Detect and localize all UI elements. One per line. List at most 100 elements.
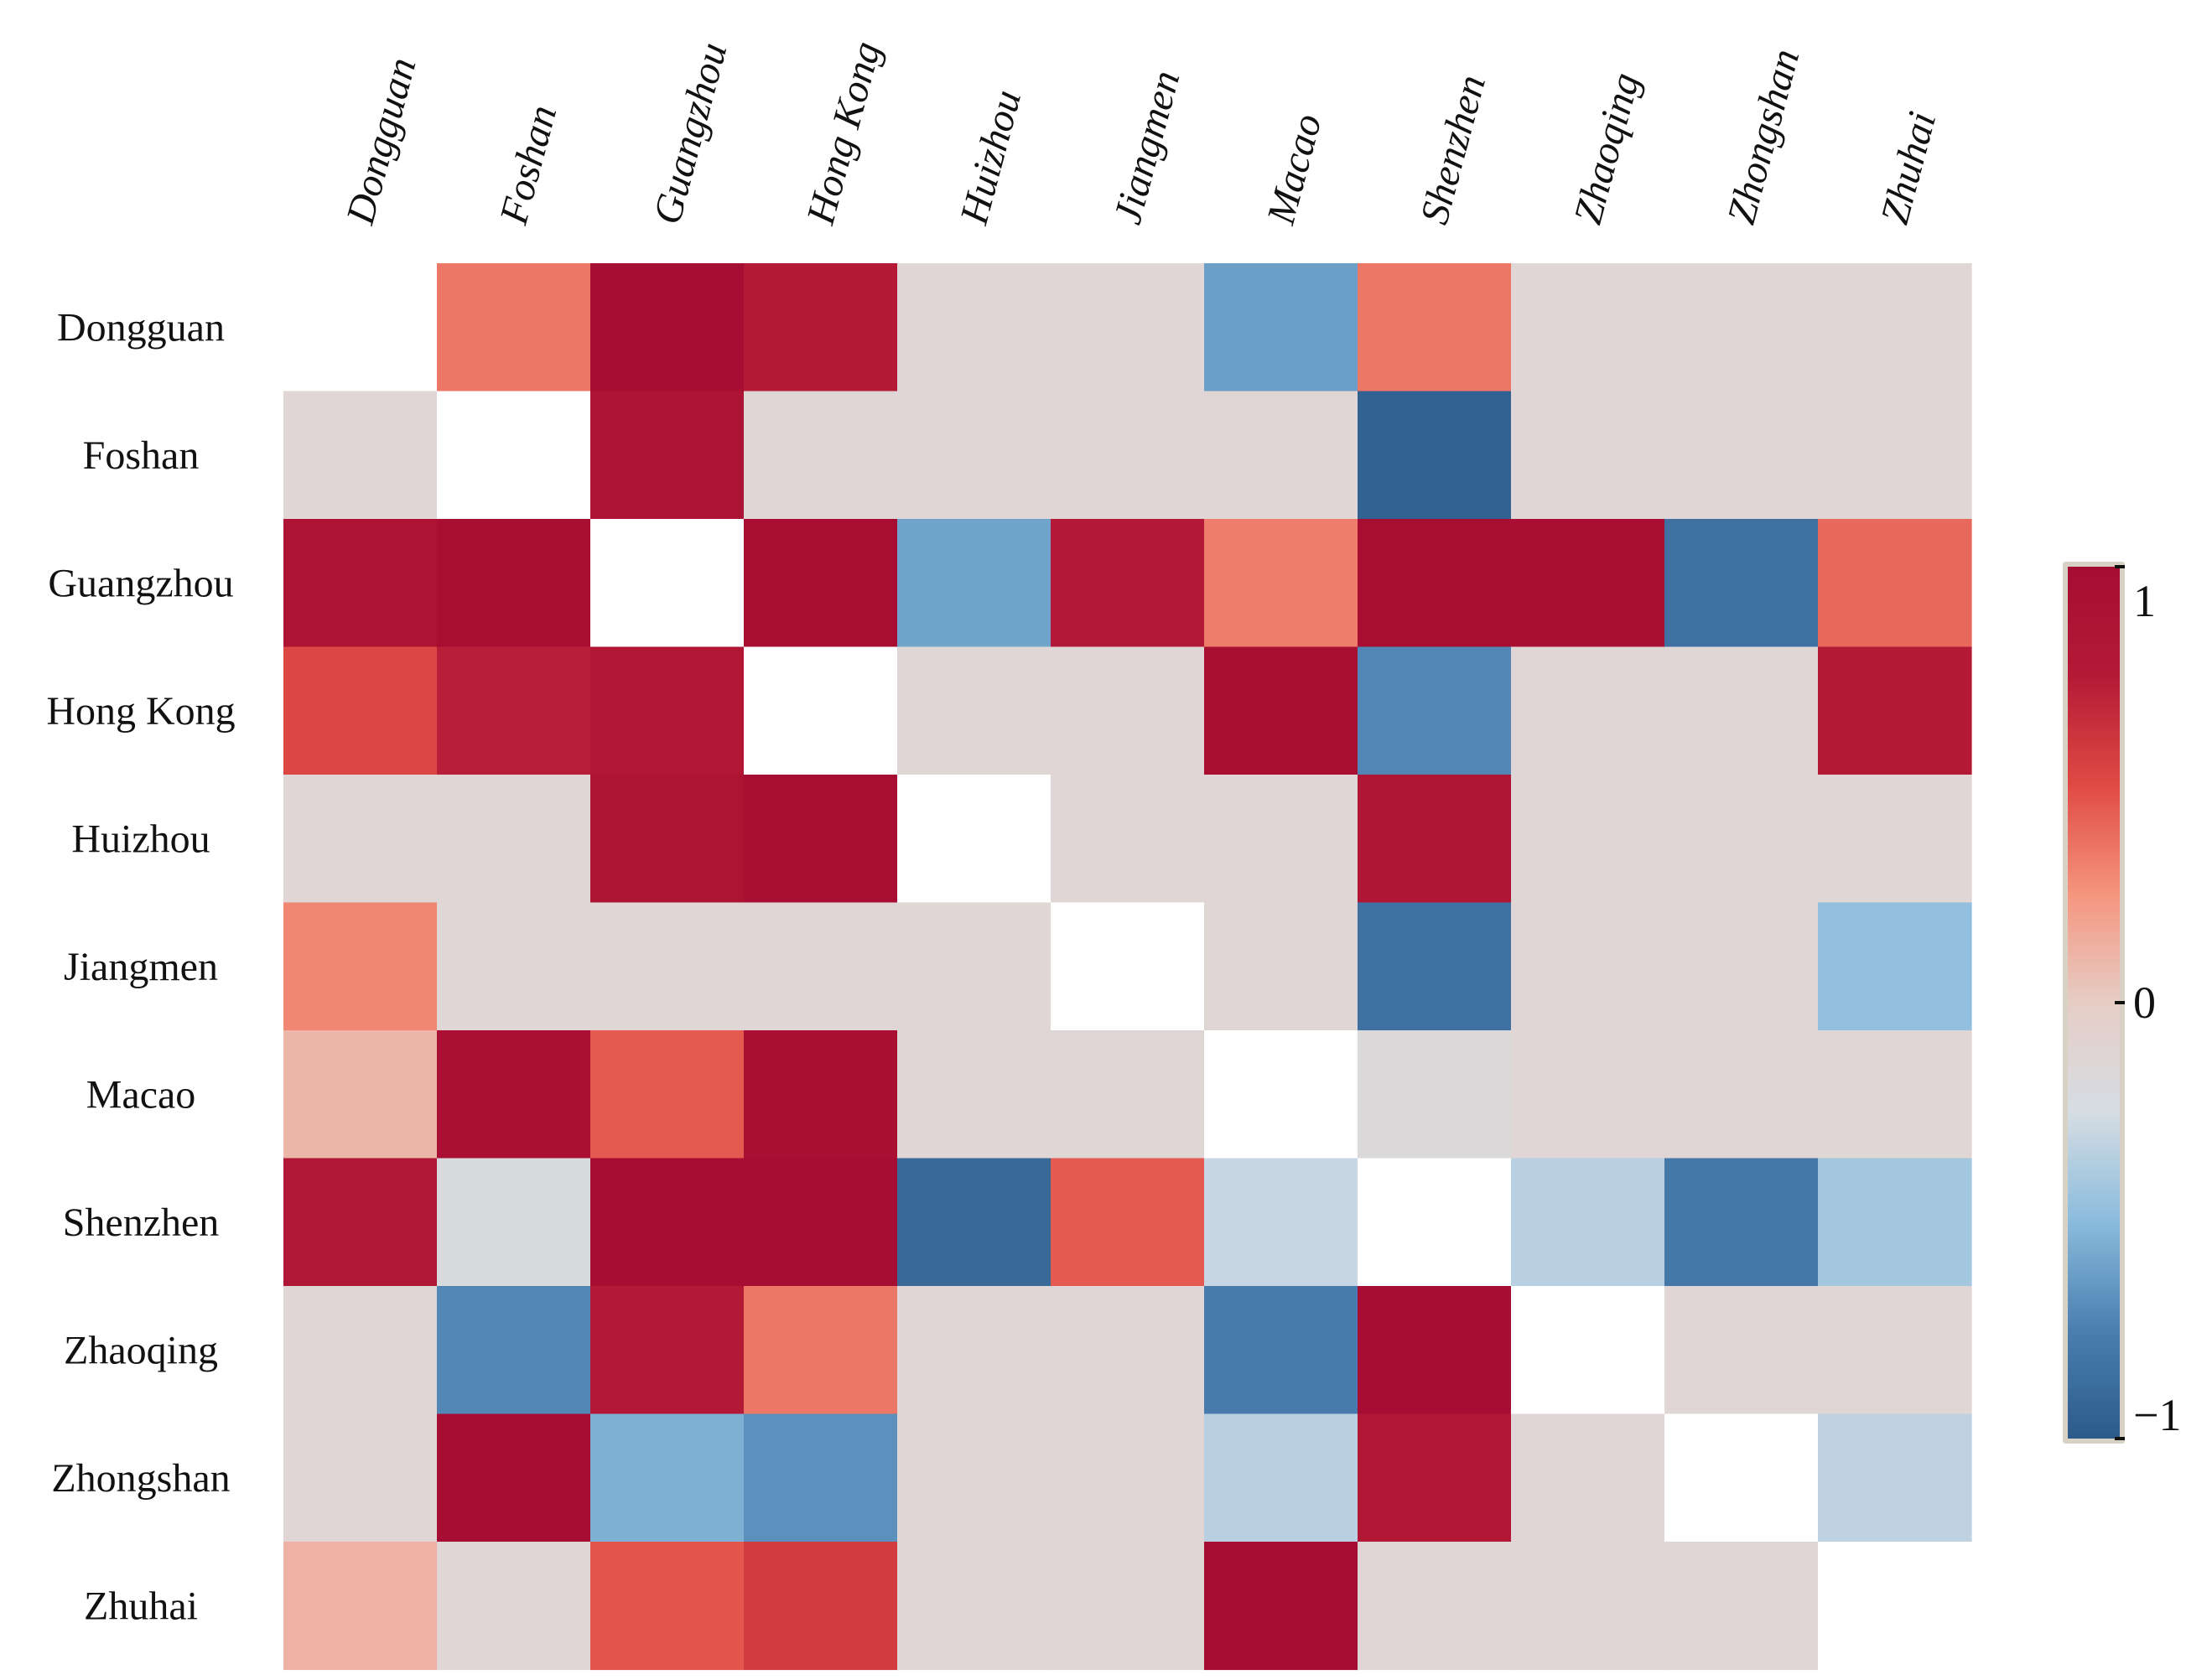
heatmap-cell <box>1204 1413 1358 1543</box>
heatmap-cell <box>590 1286 745 1415</box>
heatmap-cell <box>1204 1542 1358 1671</box>
column-label: Dongguan <box>338 53 425 229</box>
heatmap-cell <box>283 1542 438 1671</box>
colorbar-gradient <box>2068 567 2120 1439</box>
column-label: Foshan <box>491 101 566 230</box>
heatmap-cell <box>1051 646 1205 775</box>
row-label: Guangzhou <box>48 561 233 605</box>
heatmap-cell <box>1358 391 1512 520</box>
heatmap-cell <box>744 391 898 520</box>
heatmap-cell <box>1051 1030 1205 1159</box>
heatmap-cell <box>1511 519 1665 648</box>
heatmap-cell <box>283 902 438 1031</box>
heatmap-cell <box>283 263 438 392</box>
heatmap-cell <box>1051 1286 1205 1415</box>
colorbar-tick-label: 1 <box>2133 576 2156 626</box>
colorbar: 1 0 −1 <box>2063 562 2181 1444</box>
heatmap-cell <box>1051 1413 1205 1543</box>
heatmap-cell <box>1818 902 1972 1031</box>
heatmap-cell <box>1204 1030 1358 1159</box>
heatmap-cell <box>437 646 591 775</box>
heatmap-cell <box>1511 1542 1665 1671</box>
heatmap-cell <box>1358 1030 1512 1159</box>
heatmap-cell <box>1818 1158 1972 1287</box>
column-label: Guangzhou <box>645 38 735 229</box>
heatmap-cell <box>744 519 898 648</box>
heatmap-cell <box>590 902 745 1031</box>
heatmap-cell <box>1818 391 1972 520</box>
heatmap-cell <box>1204 775 1358 904</box>
heatmap-cell <box>744 263 898 392</box>
heatmap-cell <box>1511 646 1665 775</box>
heatmap-cell <box>1204 519 1358 648</box>
column-label: Jiangmen <box>1105 66 1188 229</box>
row-labels: Dongguan Foshan Guangzhou Hong Kong Huizhou J… <box>46 305 235 1628</box>
heatmap-cell <box>897 1542 1051 1671</box>
heatmap-cell <box>1511 1286 1665 1415</box>
heatmap-cell <box>1511 1158 1665 1287</box>
heatmap-cell <box>437 1030 591 1159</box>
heatmap-cell <box>283 1030 438 1159</box>
row-label: Jiangmen <box>64 945 218 989</box>
heatmap-cell <box>1511 263 1665 392</box>
heatmap-cell <box>1664 1286 1819 1415</box>
heatmap-cell <box>590 519 745 648</box>
heatmap-cell <box>590 1413 745 1543</box>
heatmap-cell <box>437 1542 591 1671</box>
heatmap-cell <box>744 1286 898 1415</box>
heatmap-cell <box>283 775 438 904</box>
heatmap-cell <box>1818 646 1972 775</box>
heatmap-cell <box>1204 391 1358 520</box>
heatmap-cell <box>744 1413 898 1543</box>
heatmap-cell <box>1818 1030 1972 1159</box>
heatmap-cell <box>1664 775 1819 904</box>
heatmap-cell <box>1204 263 1358 392</box>
heatmap-cell <box>897 902 1051 1031</box>
row-label: Hong Kong <box>46 689 235 734</box>
heatmap-cell <box>897 263 1051 392</box>
column-label: Zhongshan <box>1719 44 1808 229</box>
heatmap-cell <box>1664 902 1819 1031</box>
row-label: Zhaoqing <box>64 1328 218 1372</box>
heatmap-cell <box>1664 391 1819 520</box>
heatmap-cell <box>897 391 1051 520</box>
heatmap-cell <box>590 646 745 775</box>
heatmap-cell <box>744 1030 898 1159</box>
heatmap-cell <box>1358 1158 1512 1287</box>
colorbar-tick-label: 0 <box>2133 977 2156 1028</box>
heatmap-cell <box>1511 1413 1665 1543</box>
heatmap-cell <box>1664 519 1819 648</box>
heatmap-cell <box>1051 1158 1205 1287</box>
heatmap-cell <box>437 1413 591 1543</box>
heatmap-cell <box>1051 519 1205 648</box>
heatmap-cell <box>1511 391 1665 520</box>
heatmap-cell <box>897 775 1051 904</box>
heatmap-cell <box>590 1030 745 1159</box>
heatmap-cell <box>1358 902 1512 1031</box>
heatmap-cell <box>283 391 438 520</box>
heatmap-cell <box>1358 263 1512 392</box>
heatmap-cell <box>1204 1158 1358 1287</box>
column-label: Huizhou <box>952 86 1031 230</box>
heatmap-cell <box>1818 1542 1972 1671</box>
heatmap-cell <box>283 1413 438 1543</box>
heatmap-cell <box>437 1286 591 1415</box>
heatmap-cell <box>1051 391 1205 520</box>
heatmap-cell <box>1511 775 1665 904</box>
column-labels: Dongguan Foshan Guangzhou Hong Kong Huizhou J… <box>338 37 1945 230</box>
heatmap-cell <box>1664 1542 1819 1671</box>
heatmap-cell <box>1358 1542 1512 1671</box>
heatmap-cell <box>437 391 591 520</box>
heatmap-cell <box>437 263 591 392</box>
heatmap-cell <box>283 1158 438 1287</box>
heatmap-cell <box>1204 646 1358 775</box>
heatmap-cell <box>897 1158 1051 1287</box>
heatmap-cell <box>1358 775 1512 904</box>
heatmap-cell <box>1204 902 1358 1031</box>
heatmap-cell <box>1511 902 1665 1031</box>
heatmap-cell <box>283 519 438 648</box>
heatmap-cell <box>1818 519 1972 648</box>
heatmap-cell <box>1511 1030 1665 1159</box>
heatmap-cell <box>1051 902 1205 1031</box>
heatmap-cell <box>1358 1413 1512 1543</box>
